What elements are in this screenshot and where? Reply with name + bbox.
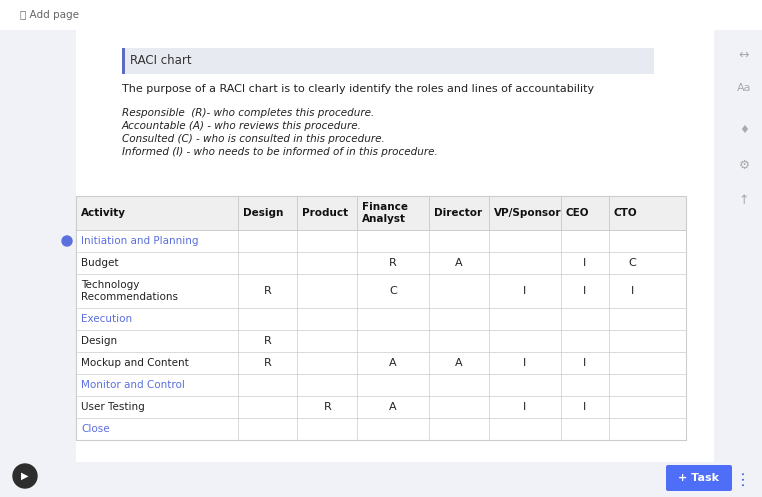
Text: Responsible  (R)- who completes this procedure.: Responsible (R)- who completes this proc… — [122, 108, 374, 118]
Bar — [76, 196, 686, 230]
Text: ↔: ↔ — [738, 49, 749, 62]
Text: CEO: CEO — [566, 208, 590, 218]
Bar — [76, 396, 686, 418]
Text: VP/Sponsor: VP/Sponsor — [494, 208, 562, 218]
Text: Design: Design — [81, 336, 117, 346]
Text: Consulted (C) - who is consulted in this procedure.: Consulted (C) - who is consulted in this… — [122, 134, 385, 144]
Text: Technology
Recommendations: Technology Recommendations — [81, 280, 178, 302]
Text: Design: Design — [242, 208, 283, 218]
Text: ⎘ Add page: ⎘ Add page — [20, 10, 79, 20]
Text: I: I — [631, 286, 634, 296]
Bar — [76, 274, 686, 308]
Bar — [122, 48, 654, 74]
Bar — [76, 418, 686, 440]
Text: Aa: Aa — [737, 83, 751, 93]
Text: I: I — [583, 286, 587, 296]
Text: RACI chart: RACI chart — [130, 55, 191, 68]
Bar — [122, 48, 125, 74]
Bar — [76, 308, 686, 330]
Text: + Task: + Task — [678, 473, 719, 483]
Text: I: I — [523, 286, 527, 296]
Text: A: A — [389, 402, 397, 412]
Bar — [76, 30, 714, 470]
Text: Product: Product — [303, 208, 348, 218]
Bar — [76, 330, 686, 352]
Text: R: R — [389, 258, 397, 268]
Text: The purpose of a RACI chart is to clearly identify the roles and lines of accoun: The purpose of a RACI chart is to clearl… — [122, 84, 594, 94]
Text: Director: Director — [434, 208, 482, 218]
Text: R: R — [323, 402, 331, 412]
Bar — [76, 196, 686, 440]
Text: A: A — [455, 258, 463, 268]
Bar — [726, 30, 762, 460]
Text: A: A — [455, 358, 463, 368]
Text: C: C — [389, 286, 397, 296]
Text: Execution: Execution — [81, 314, 132, 324]
Circle shape — [13, 464, 37, 488]
Text: Close: Close — [81, 424, 110, 434]
Text: I: I — [583, 402, 587, 412]
Text: R: R — [264, 358, 271, 368]
Text: ↑: ↑ — [738, 193, 749, 206]
Text: Informed (I) - who needs to be informed of in this procedure.: Informed (I) - who needs to be informed … — [122, 147, 437, 157]
Text: Monitor and Control: Monitor and Control — [81, 380, 185, 390]
Bar — [0, 462, 762, 497]
Text: Budget: Budget — [81, 258, 119, 268]
Text: Mockup and Content: Mockup and Content — [81, 358, 189, 368]
Text: ⋯: ⋯ — [733, 470, 751, 486]
Bar — [76, 252, 686, 274]
FancyBboxPatch shape — [666, 465, 732, 491]
Text: R: R — [264, 286, 271, 296]
Text: Initiation and Planning: Initiation and Planning — [81, 236, 198, 246]
Text: User Testing: User Testing — [81, 402, 145, 412]
Text: ♦: ♦ — [739, 125, 749, 135]
Bar — [76, 374, 686, 396]
Text: Finance
Analyst: Finance Analyst — [362, 202, 408, 224]
Text: C: C — [629, 258, 636, 268]
Text: CTO: CTO — [613, 208, 637, 218]
Circle shape — [62, 236, 72, 246]
Text: R: R — [264, 336, 271, 346]
Text: I: I — [523, 402, 527, 412]
Text: Accountable (A) - who reviews this procedure.: Accountable (A) - who reviews this proce… — [122, 121, 362, 131]
Text: Activity: Activity — [81, 208, 126, 218]
Bar — [76, 352, 686, 374]
Text: I: I — [523, 358, 527, 368]
Bar — [0, 0, 762, 30]
Bar — [76, 230, 686, 252]
Text: A: A — [389, 358, 397, 368]
Text: ▶: ▶ — [21, 471, 29, 481]
Text: I: I — [583, 358, 587, 368]
Text: ⚙: ⚙ — [738, 159, 750, 171]
Text: I: I — [583, 258, 587, 268]
